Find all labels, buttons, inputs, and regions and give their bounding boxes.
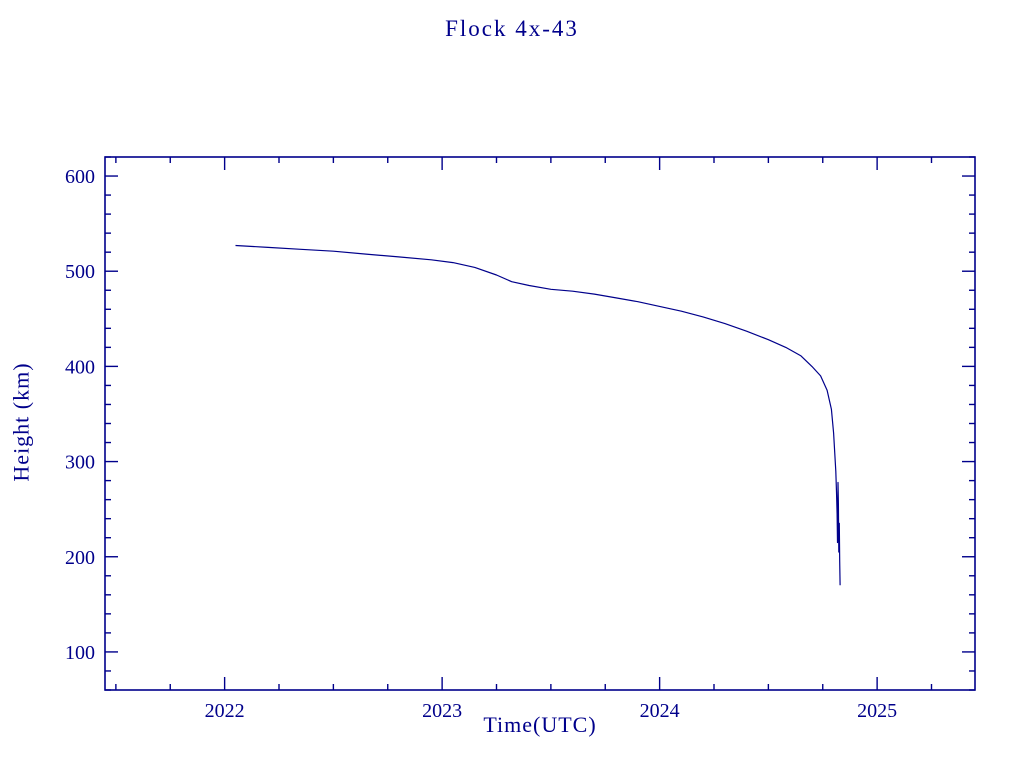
data-line bbox=[235, 244, 841, 586]
x-tick-label: 2022 bbox=[205, 700, 245, 722]
chart-title: Flock 4x-43 bbox=[445, 16, 579, 41]
plot-frame bbox=[104, 156, 976, 691]
y-tick-label: 100 bbox=[65, 642, 95, 664]
y-tick-label: 600 bbox=[65, 166, 95, 188]
x-tick-label: 2025 bbox=[857, 700, 897, 722]
y-axis-label: Height (km) bbox=[8, 362, 34, 482]
y-tick-label: 300 bbox=[65, 452, 95, 474]
y-tick-label: 500 bbox=[65, 261, 95, 283]
x-tick-label: 2023 bbox=[422, 700, 462, 722]
y-tick-label: 400 bbox=[65, 356, 95, 378]
x-tick-label: 2024 bbox=[640, 700, 680, 722]
x-axis-label: Time(UTC) bbox=[483, 712, 597, 737]
y-tick-label: 200 bbox=[65, 547, 95, 569]
